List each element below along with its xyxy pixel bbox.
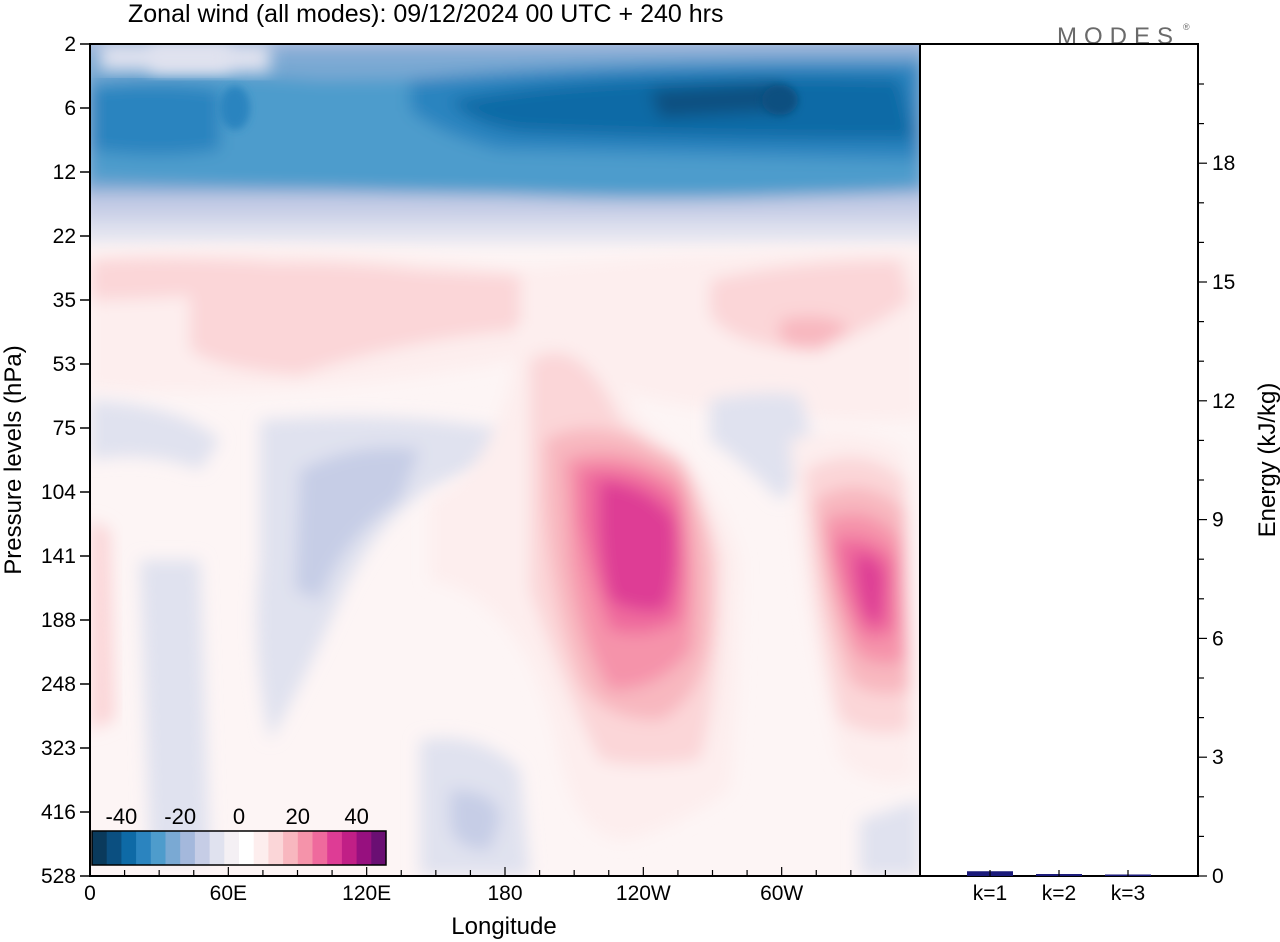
energy-tick-label: 0 xyxy=(1212,865,1224,888)
energy-tick-label: 9 xyxy=(1212,509,1224,532)
wind-contour-panel xyxy=(89,43,921,877)
colorbar-cell xyxy=(224,831,240,865)
x-tick-label: 60E xyxy=(210,882,247,905)
y-tick-label: 416 xyxy=(41,801,76,824)
contour-field xyxy=(90,44,920,876)
y-axis-label: Pressure levels (hPa) xyxy=(0,345,27,574)
colorbar-cell xyxy=(136,831,152,865)
chart-title: Zonal wind (all modes): 09/12/2024 00 UT… xyxy=(128,0,723,28)
colorbar-cell xyxy=(283,831,299,865)
logo-registered-mark: ® xyxy=(1183,22,1190,32)
x-tick-label: 180 xyxy=(487,882,522,905)
colorbar-cell xyxy=(268,831,284,865)
x-tick-label: 120E xyxy=(342,882,391,905)
colorbar-cell xyxy=(180,831,196,865)
colorbar-cell xyxy=(297,831,313,865)
y-tick-label: 528 xyxy=(41,865,76,888)
colorbar-cell xyxy=(92,831,108,865)
sparse-rings xyxy=(220,85,798,130)
energy-tick-label: 12 xyxy=(1212,390,1235,413)
colorbar-tick-label: -20 xyxy=(164,804,196,829)
colorbar-cell xyxy=(239,831,255,865)
energy-frame xyxy=(919,43,1199,877)
energy-panel: 0 3 6 9 12 15 18 k=1 k=2 k=3 Energy (kJ/kg) xyxy=(919,43,1280,905)
x-tick-label: 60W xyxy=(760,882,803,905)
colorbar-tick-label: 20 xyxy=(286,804,310,829)
colorbar-cell xyxy=(356,831,372,865)
y-tick-label: 6 xyxy=(64,97,76,120)
x-tick-label: 120W xyxy=(616,882,671,905)
x-axis-label: Longitude xyxy=(451,913,556,940)
colorbar-cell xyxy=(253,831,269,865)
x-tick-label: 0 xyxy=(84,882,96,905)
pressure-axis-ticks: 2 6 12 22 35 53 75 104 141 188 248 323 416 528 xyxy=(41,33,90,888)
colorbar: -40 -20 0 20 40 xyxy=(91,804,387,866)
energy-tick-label: 3 xyxy=(1212,746,1224,769)
colorbar-cell xyxy=(209,831,225,865)
colorbar-tick-label: 0 xyxy=(233,804,245,829)
energy-tick-label: 6 xyxy=(1212,627,1224,650)
colorbar-cell xyxy=(106,831,122,865)
colorbar-cell xyxy=(371,831,387,865)
y-tick-label: 53 xyxy=(53,353,76,376)
y-tick-label: 75 xyxy=(53,417,76,440)
jet-core-120w xyxy=(430,324,740,841)
mode-label: k=2 xyxy=(1042,882,1076,905)
y-tick-label: 12 xyxy=(53,161,76,184)
mode-label: k=1 xyxy=(973,882,1007,905)
mode-labels: k=1 k=2 k=3 xyxy=(973,870,1145,905)
longitude-axis-ticks: 0 60E 120E 180 120W 60W xyxy=(84,867,921,905)
colorbar-cell xyxy=(327,831,343,865)
jet-west-edge xyxy=(90,520,115,730)
colorbar-cells xyxy=(92,831,387,865)
colorbar-ticks: -40 -20 0 20 40 xyxy=(106,804,369,829)
mode-label: k=3 xyxy=(1111,882,1145,905)
y-tick-label: 248 xyxy=(41,673,76,696)
energy-tick-label: 18 xyxy=(1212,152,1235,175)
energy-axis-label: Energy (kJ/kg) xyxy=(1254,383,1280,538)
colorbar-cell xyxy=(121,831,137,865)
y-tick-label: 323 xyxy=(41,737,76,760)
y-tick-label: 104 xyxy=(41,481,76,504)
jet-core-30w xyxy=(790,432,915,783)
energy-tick-label: 15 xyxy=(1212,271,1235,294)
y-tick-label: 141 xyxy=(41,545,76,568)
colorbar-cell xyxy=(165,831,181,865)
y-tick-label: 22 xyxy=(53,225,76,248)
westerly-ridges xyxy=(90,249,920,422)
colorbar-cell xyxy=(341,831,357,865)
colorbar-cell xyxy=(150,831,166,865)
colorbar-cell xyxy=(312,831,328,865)
colorbar-tick-label: 40 xyxy=(344,804,368,829)
y-tick-label: 188 xyxy=(41,609,76,632)
y-tick-label: 2 xyxy=(64,33,76,56)
colorbar-tick-label: -40 xyxy=(106,804,138,829)
y-tick-label: 35 xyxy=(53,289,76,312)
colorbar-frame xyxy=(91,830,387,866)
energy-axis-ticks: 0 3 6 9 12 15 18 xyxy=(1198,83,1235,888)
colorbar-cell xyxy=(194,831,210,865)
